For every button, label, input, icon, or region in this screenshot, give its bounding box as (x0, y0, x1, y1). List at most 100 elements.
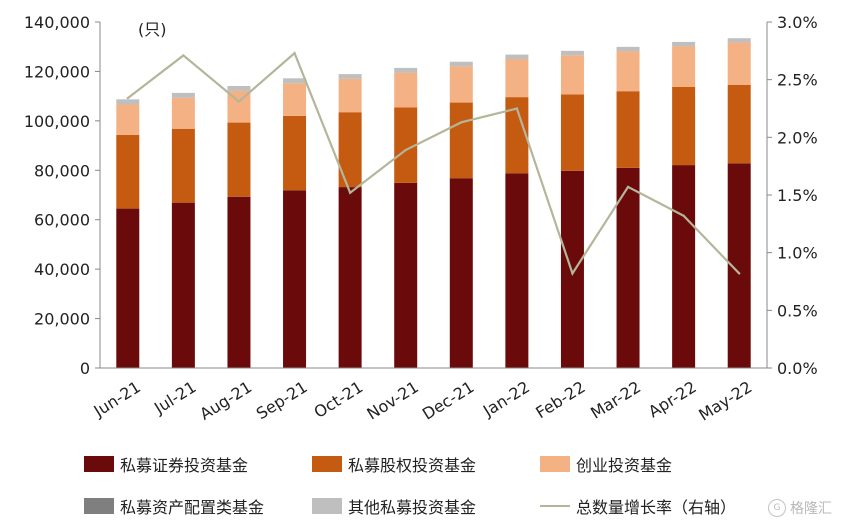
bar-1-Nov-21 (394, 107, 418, 183)
bar-1-May-22 (727, 84, 751, 164)
bar-0-Oct-21 (338, 187, 362, 368)
x-tick-label: Jan-22 (479, 377, 533, 421)
growth-point-Apr-22 (682, 214, 685, 217)
bar-4-Oct-21 (338, 74, 362, 79)
left-tick-label: 100,000 (24, 112, 90, 131)
watermark: G 格隆汇 (768, 498, 832, 518)
bar-2-Apr-22 (672, 46, 696, 87)
x-tick-label: Nov-21 (363, 377, 421, 423)
x-tick-label: Jul-21 (150, 377, 199, 418)
growth-point-Dec-21 (460, 121, 463, 124)
growth-point-Oct-21 (348, 191, 352, 194)
legend-label: 私募资产配置类基金 (120, 498, 265, 517)
growth-point-Feb-22 (571, 272, 574, 275)
bar-2-Feb-22 (560, 55, 584, 95)
legend-item: 创业投资基金 (540, 452, 672, 476)
bar-0-Aug-21 (227, 196, 251, 368)
legend-swatch (540, 456, 570, 472)
x-tick-label: Sep-21 (253, 377, 311, 423)
legend-item: 私募资产配置类基金 (84, 494, 264, 518)
bar-0-Dec-21 (449, 178, 473, 368)
bar-4-Sep-21 (283, 78, 307, 84)
right-tick-label: 2.5% (777, 71, 818, 90)
growth-point-Jul-21 (182, 54, 185, 57)
legend-swatch (84, 456, 114, 472)
growth-line (127, 51, 741, 276)
x-tick-label: May-22 (695, 377, 755, 424)
legend-label: 其他私募投资基金 (348, 498, 477, 517)
growth-point-May-22 (738, 272, 741, 275)
legend-swatch (312, 456, 342, 472)
bar-1-Sep-21 (283, 115, 307, 191)
left-tick-label: 20,000 (34, 310, 90, 329)
bar-4-Jun-21 (116, 99, 140, 105)
legend-label: 创业投资基金 (576, 456, 673, 475)
right-tick-label: 2.0% (777, 128, 818, 147)
x-tick-label: Mar-22 (587, 377, 644, 422)
bar-4-Jan-22 (505, 54, 529, 59)
bar-0-Feb-22 (560, 170, 584, 368)
growth-point-Aug-21 (237, 100, 241, 103)
left-tick-label: 80,000 (34, 161, 90, 180)
x-tick-label: Dec-21 (419, 377, 477, 423)
left-tick-label: 0 (80, 359, 90, 378)
legend: 私募证券投资基金 私募股权投资基金 创业投资基金私募资产配置类基金 其他私募投资基金 总… (84, 452, 824, 522)
left-tick-label: 120,000 (24, 62, 90, 81)
legend-swatch (84, 498, 114, 514)
x-tick-label: Jun-21 (90, 377, 144, 421)
watermark-text: 格隆汇 (790, 501, 832, 517)
legend-item: 私募证券投资基金 (84, 452, 248, 476)
unit-label: (只) (138, 20, 167, 39)
bar-1-Jan-22 (505, 97, 529, 174)
left-tick-label: 140,000 (24, 13, 90, 32)
right-tick-label: 0.5% (777, 301, 818, 320)
bar-2-Sep-21 (283, 83, 307, 116)
bar-2-Jan-22 (505, 59, 529, 98)
x-tick-label: Oct-21 (311, 377, 367, 422)
right-tick-label: 1.5% (777, 186, 818, 205)
x-tick-label: Feb-22 (532, 377, 588, 422)
axes-group: 0 20,000 40,000 60,000 80,000 100,000 120,000 1… (24, 13, 818, 425)
bar-0-Apr-22 (672, 165, 696, 368)
bar-1-Oct-21 (338, 112, 362, 188)
growth-point-Nov-21 (404, 148, 407, 152)
bar-2-Nov-21 (394, 72, 418, 108)
legend-item: 其他私募投资基金 (312, 494, 476, 518)
x-tick-label: Aug-21 (196, 377, 255, 424)
left-tick-label: 60,000 (34, 211, 90, 230)
growth-point-Jun-21 (126, 96, 129, 100)
bar-4-May-22 (727, 38, 751, 43)
bar-0-Jul-21 (171, 202, 195, 368)
bar-4-Jul-21 (171, 92, 195, 98)
right-tick-label: 0.0% (777, 359, 818, 378)
bar-1-Jun-21 (116, 134, 140, 209)
bar-4-Feb-22 (560, 50, 584, 56)
bar-4-Apr-22 (672, 41, 696, 47)
growth-point-Sep-21 (293, 51, 296, 55)
bar-4-Mar-22 (616, 46, 640, 52)
growth-point-Jan-22 (515, 107, 519, 110)
growth-line-group (126, 51, 741, 276)
bar-1-Aug-21 (227, 122, 251, 197)
logo-icon: G (768, 499, 786, 517)
bar-0-Sep-21 (283, 190, 307, 368)
legend-label: 私募股权投资基金 (348, 456, 477, 475)
legend-label: 私募证券投资基金 (120, 456, 249, 475)
bar-0-Nov-21 (394, 182, 418, 368)
bar-1-Jul-21 (171, 128, 195, 203)
bar-2-Dec-21 (449, 66, 473, 103)
legend-item: 总数量增长率（右轴） (540, 494, 736, 518)
bar-4-Nov-21 (394, 67, 418, 73)
bar-2-May-22 (727, 42, 751, 85)
bar-0-Mar-22 (616, 167, 640, 368)
bar-4-Dec-21 (449, 61, 473, 67)
bar-2-Aug-21 (227, 90, 251, 123)
bar-1-Mar-22 (616, 91, 640, 168)
bar-1-Feb-22 (560, 94, 584, 171)
right-tick-label: 1.0% (777, 244, 818, 263)
bars-group (116, 38, 751, 368)
legend-swatch (312, 498, 342, 514)
x-tick-label: Apr-22 (645, 377, 700, 421)
bar-2-Jun-21 (116, 104, 140, 135)
chart-area: 0 20,000 40,000 60,000 80,000 100,000 120,000 1… (24, 13, 818, 425)
